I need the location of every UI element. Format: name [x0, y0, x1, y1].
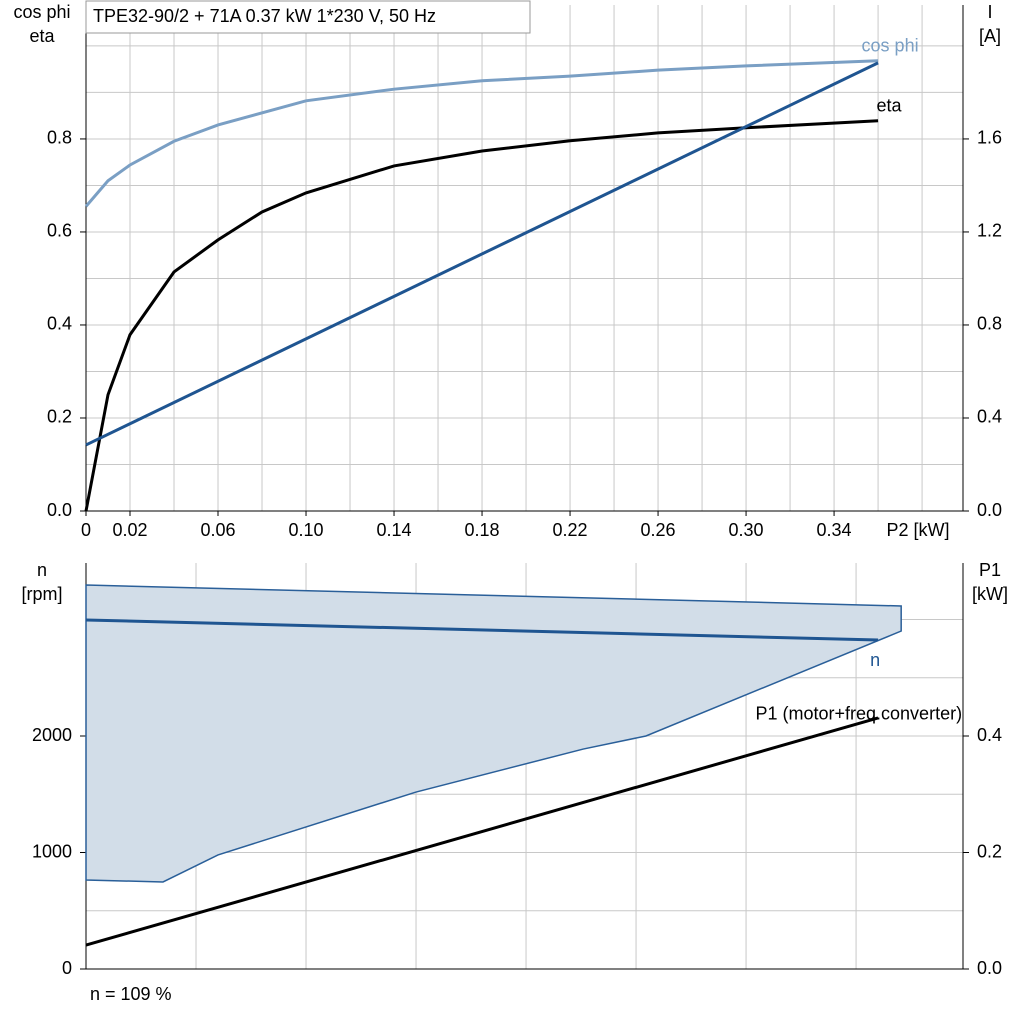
y2-axis-label: P1: [979, 560, 1001, 580]
x-tick-label: 0.30: [729, 520, 764, 540]
x-tick-label: 0.26: [641, 520, 676, 540]
y2-tick-label: 0.0: [977, 958, 1002, 978]
y-tick-label: 0.0: [47, 500, 72, 520]
y-axis-label: eta: [29, 26, 55, 46]
x-tick-label: 0.02: [112, 520, 147, 540]
series-label: eta: [877, 96, 903, 116]
y-tick-label: 0.8: [47, 128, 72, 148]
y-axis-label: n: [37, 560, 47, 580]
y2-tick-label: 0.4: [977, 725, 1002, 745]
chart-title: TPE32-90/2 + 71A 0.37 kW 1*230 V, 50 Hz: [93, 6, 436, 26]
y2-tick-label: 1.2: [977, 221, 1002, 241]
y-axis-label: [rpm]: [21, 584, 62, 604]
y2-tick-label: 0.4: [977, 407, 1002, 427]
x-tick-label: 0.34: [817, 520, 852, 540]
x-tick-label: 0.22: [553, 520, 588, 540]
x-tick-label: 0: [81, 520, 91, 540]
x-axis-label: P2 [kW]: [886, 520, 949, 540]
footer: n = 109 %: [90, 984, 172, 1004]
y2-axis-label: [A]: [979, 26, 1001, 46]
y-tick-label: 2000: [32, 725, 72, 745]
y-tick-label: 0: [62, 958, 72, 978]
y2-axis-label: I: [987, 2, 992, 22]
y-tick-label: 0.2: [47, 407, 72, 427]
series-label: n: [870, 650, 880, 670]
y-axis-label: cos phi: [13, 2, 70, 22]
x-tick-label: 0.06: [200, 520, 235, 540]
y2-tick-label: 0.0: [977, 500, 1002, 520]
x-tick-label: 0.18: [465, 520, 500, 540]
y2-tick-label: 1.6: [977, 128, 1002, 148]
x-tick-label: 0.10: [288, 520, 323, 540]
series-label: P1 (motor+freq.converter): [755, 704, 962, 724]
line-series: [84, 119, 879, 512]
series-label: cos phi: [862, 36, 919, 56]
y-tick-label: 1000: [32, 841, 72, 861]
line-series: [84, 59, 879, 208]
title-box: [85, 0, 531, 34]
y2-axis-label: [kW]: [972, 584, 1008, 604]
line-series: [85, 618, 879, 642]
operating-range: [85, 584, 902, 883]
line-series: [85, 716, 879, 947]
y-tick-label: 0.4: [47, 314, 72, 334]
y2-tick-label: 0.8: [977, 314, 1002, 334]
y2-tick-label: 0.2: [977, 841, 1002, 861]
y-tick-label: 0.6: [47, 221, 72, 241]
x-tick-label: 0.14: [377, 520, 412, 540]
line-series: [85, 61, 879, 447]
